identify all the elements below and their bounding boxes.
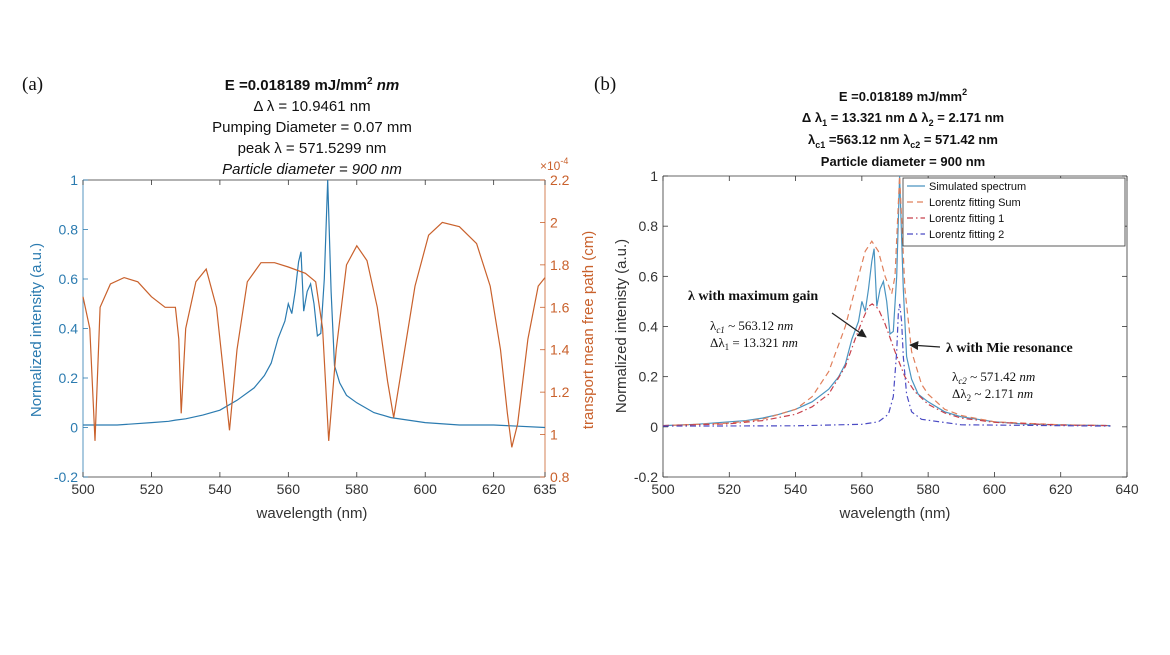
a-ytick-label-right: 1.4: [550, 342, 570, 358]
series-lorentz-fitting-2: [662, 303, 1111, 427]
b-ytick-label-left: -0.2: [634, 469, 658, 485]
xlabel-b: wavelength (nm): [839, 505, 951, 522]
legend: Simulated spectrum Lorentz fitting Sum Lor…: [902, 177, 1126, 247]
a-ytick-label-right: 1.2: [550, 384, 570, 400]
b-xtick-label: 560: [850, 481, 874, 497]
legend-item-label: Lorentz fitting Sum: [929, 197, 1021, 209]
series-normalized-intensity: [83, 179, 546, 429]
title-energy: E =0.018189 mJ/mm2 nm: [225, 76, 399, 94]
b-ytick-label-left: 0.4: [639, 319, 659, 335]
title-deltas-b: Δ λ1 = 13.321 nm Δ λ2 = 2.171 nm: [802, 110, 1004, 128]
panel-b-title: E =0.018189 mJ/mm2 Δ λ1 = 13.321 nm Δ λ2…: [802, 87, 1004, 169]
a-xtick-label: 600: [414, 481, 438, 497]
ylabel-left-a: Normalized intensity (a.u.): [28, 243, 45, 417]
ylabel-b: Normalized intenisty (a.u.): [613, 239, 630, 413]
a-ytick-label-right: 2: [550, 214, 558, 230]
b-ytick-label-left: 0.2: [639, 369, 659, 385]
b-xtick-label: 580: [916, 481, 940, 497]
annotations: λ with maximum gain λc1 ~ 563.12 nm Δλ1 …: [688, 289, 1073, 403]
a-ytick-label-left: 0.4: [59, 321, 79, 337]
a-ytick-label-left: 1: [70, 172, 78, 188]
a-xtick-label: 620: [482, 481, 506, 497]
a-xtick-label: 635: [533, 481, 557, 497]
annotation-lambda-c1: λc1 ~ 563.12 nm: [710, 318, 793, 335]
a-ytick-label-left: 0.8: [59, 222, 79, 238]
legend-item-label: Simulated spectrum: [929, 181, 1026, 193]
annotation-mie: λ with Mie resonance: [946, 341, 1073, 356]
arrow-max-gain: [831, 312, 867, 338]
title-centers-b: λc1 =563.12 nm λc2 = 571.42 nm: [808, 132, 998, 150]
a-ytick-label-left: -0.2: [54, 469, 78, 485]
b-ytick-label-left: 0: [650, 419, 658, 435]
right-axis-exponent: ×10-4: [540, 156, 568, 173]
a-xtick-label: 540: [208, 481, 232, 497]
a-ytick-label-left: 0: [70, 420, 78, 436]
annotation-max-gain: λ with maximum gain: [688, 289, 818, 304]
title-peak: peak λ = 571.5299 nm: [238, 140, 387, 157]
legend-item-label: Lorentz fitting 2: [929, 229, 1004, 241]
a-ytick-label-right: 2.2: [550, 172, 570, 188]
a-ytick-label-right: 1.8: [550, 257, 570, 273]
a-xtick-label: 500: [71, 481, 95, 497]
b-xtick-label: 640: [1115, 481, 1139, 497]
a-ytick-label-right: 1: [550, 427, 558, 443]
annotation-delta-1: Δλ1 = 13.321 nm: [710, 335, 798, 352]
xlabel-a: wavelength (nm): [256, 505, 368, 522]
arrow-mie: [909, 341, 941, 351]
a-xtick-label: 560: [277, 481, 301, 497]
b-ytick-label-left: 0.6: [639, 268, 659, 284]
b-ytick-label-left: 0.8: [639, 218, 659, 234]
a-xtick-label: 580: [345, 481, 369, 497]
a-ytick-label-left: 0.2: [59, 370, 79, 386]
b-xtick-label: 540: [784, 481, 808, 497]
a-ytick-label-right: 1.6: [550, 299, 570, 315]
annotation-delta-2: Δλ2 ~ 2.171 nm: [952, 386, 1033, 403]
b-xtick-label: 620: [1049, 481, 1073, 497]
plot-a: 500 520 540 560 580 600 620 635 -0.2 0 0.2 0.4 0.6 0.…: [54, 172, 570, 497]
panel-label-a: (a): [22, 74, 43, 95]
plot-b: 500 520 540 560 580 600 620 640 -0.2 0 0.2 0.4 0.6 0.…: [634, 168, 1139, 497]
panel-a-title: E =0.018189 mJ/mm2 nm Δ λ = 10.9461 nm P…: [212, 76, 412, 178]
b-xtick-label: 520: [718, 481, 742, 497]
legend-box: [902, 177, 1126, 247]
a-xtick-label: 520: [140, 481, 164, 497]
ylabel-right-a: transport mean free path (cm): [580, 231, 597, 429]
series-transport-mean-free-path: [82, 221, 546, 448]
b-xtick-label: 500: [651, 481, 675, 497]
title-energy-b: E =0.018189 mJ/mm2: [839, 87, 967, 104]
title-delta: Δ λ = 10.9461 nm: [253, 98, 370, 115]
series-lorentz-fitting-sum: [662, 175, 1111, 427]
annotation-lambda-c2: λc2 ~ 571.42 nm: [952, 369, 1035, 386]
a-ytick-label-right: 0.8: [550, 469, 570, 485]
b-ytick-label-left: 1: [650, 168, 658, 184]
panel-label-b: (b): [594, 74, 616, 95]
title-particle: Particle diameter = 900 nm: [222, 161, 402, 178]
title-particle-b: Particle diameter = 900 nm: [821, 154, 985, 169]
legend-item-label: Lorentz fitting 1: [929, 213, 1004, 225]
b-xtick-label: 600: [983, 481, 1007, 497]
title-pumping: Pumping Diameter = 0.07 mm: [212, 119, 412, 136]
a-ytick-label-left: 0.6: [59, 271, 79, 287]
